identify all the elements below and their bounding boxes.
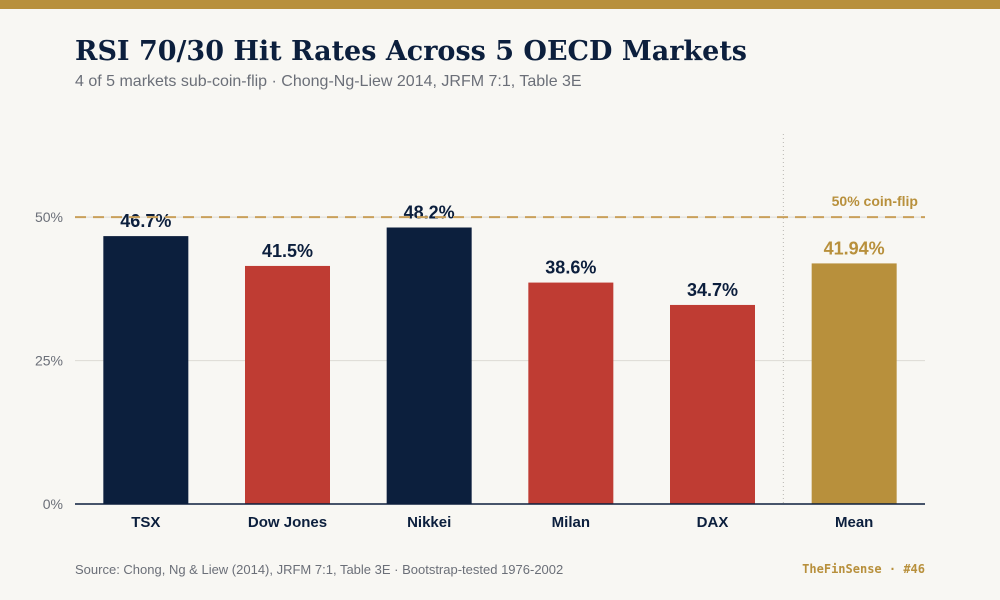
reference-line-label: 50% coin-flip	[832, 193, 918, 209]
bar	[103, 236, 189, 504]
source-note: Source: Chong, Ng & Liew (2014), JRFM 7:…	[75, 562, 564, 577]
x-tick-label: Dow Jones	[248, 514, 327, 531]
chart-title: RSI 70/30 Hit Rates Across 5 OECD Market…	[75, 36, 747, 67]
brand-tag: TheFinSense · #46	[802, 562, 925, 576]
chart-subtitle: 4 of 5 markets sub-coin-flip · Chong-Ng-…	[75, 73, 582, 90]
y-tick-label: 0%	[43, 496, 63, 512]
x-tick-label: Nikkei	[407, 514, 451, 531]
bar-value-label: 48.2%	[404, 203, 455, 223]
bar-value-label: 34.7%	[687, 280, 738, 300]
bar	[670, 304, 755, 504]
bar-value-label: 38.6%	[545, 258, 596, 278]
bar-value-label: 46.7%	[120, 211, 171, 231]
bar	[811, 263, 897, 504]
y-tick-label: 25%	[35, 353, 63, 369]
bar	[386, 227, 472, 504]
bar	[245, 265, 330, 504]
x-tick-label: Mean	[835, 514, 873, 531]
x-tick-label: DAX	[697, 514, 729, 531]
x-tick-label: TSX	[131, 514, 160, 531]
top-accent-bar	[0, 0, 1000, 9]
x-tick-label: Milan	[552, 514, 590, 531]
bar	[528, 282, 614, 504]
bar-value-label: 41.94%	[824, 238, 885, 258]
y-tick-label: 50%	[35, 209, 63, 225]
bar-value-label: 41.5%	[262, 241, 313, 261]
